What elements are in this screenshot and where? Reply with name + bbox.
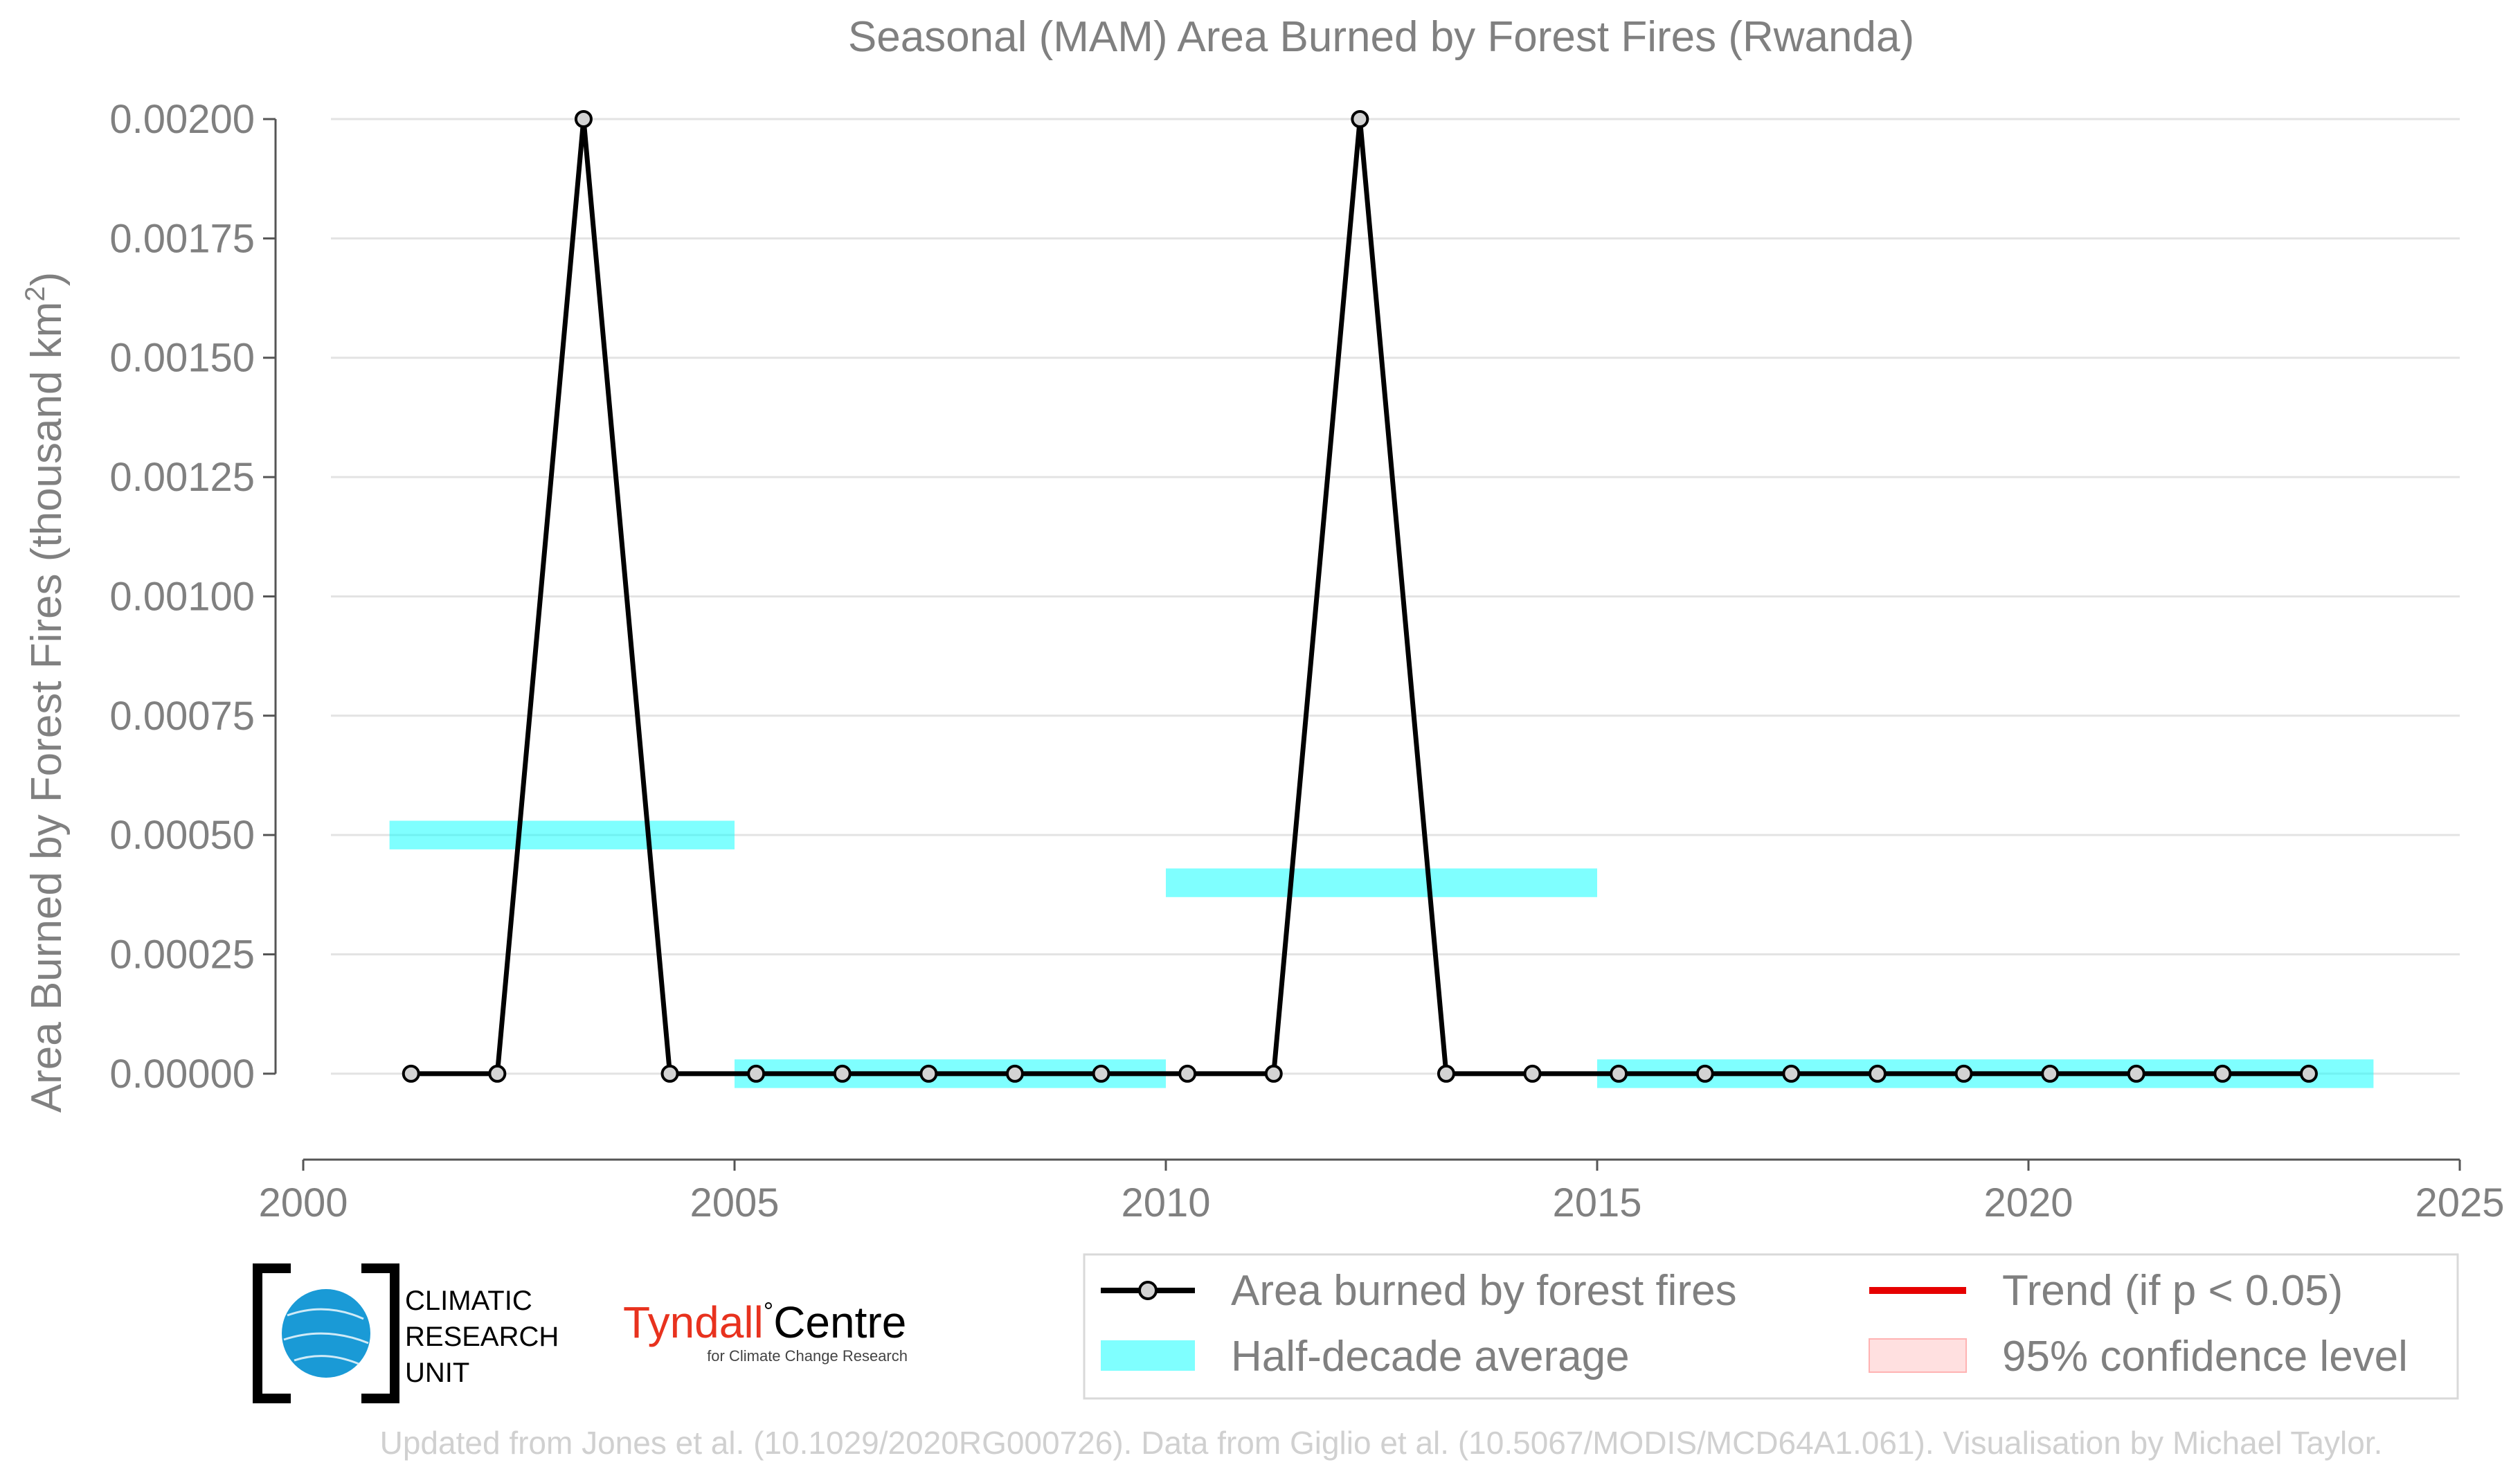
data-point [1954, 1064, 1973, 1083]
half-decade-band [1166, 868, 1597, 897]
tyndall-wordmark: Tyndall°Centre [623, 1297, 906, 1347]
cru-bracket-left [253, 1263, 291, 1403]
legend: Area burned by forest fires Trend (if p … [1083, 1253, 2459, 1400]
y-axis-label-text: Area Burned by Forest Fires (thousand km [23, 302, 71, 1113]
legend-key-marker [1138, 1281, 1158, 1300]
x-tick-label: 2005 [690, 1180, 779, 1225]
y-tick-label: 0.00025 [109, 933, 255, 978]
data-point [919, 1064, 938, 1083]
legend-key-half-decade [1101, 1340, 1195, 1371]
legend-key-confidence [1869, 1338, 1967, 1373]
y-tick-label: 0.00000 [109, 1052, 255, 1097]
data-point [1437, 1064, 1455, 1083]
data-point [1695, 1064, 1714, 1083]
data-point [1178, 1064, 1197, 1083]
legend-label-trend: Trend (if p < 0.05) [2002, 1267, 2343, 1315]
y-tick-label: 0.00175 [109, 216, 255, 261]
data-point [1610, 1064, 1628, 1083]
credit-line: Updated from Jones et al. (10.1029/2020R… [380, 1425, 2383, 1461]
cru-text-line3: UNIT [405, 1358, 469, 1388]
cru-text-line2: RESEARCH [405, 1322, 559, 1352]
y-tick-label: 0.00100 [109, 574, 255, 619]
legend-label-confidence: 95% confidence level [2002, 1333, 2408, 1380]
data-point [574, 110, 593, 128]
legend-label-half-decade: Half-decade average [1231, 1333, 1630, 1380]
data-point [2299, 1064, 2318, 1083]
data-point [488, 1064, 507, 1083]
cru-text-line1: CLIMATIC [405, 1286, 532, 1316]
cru-logo: CLIMATIC RESEARCH UNIT [253, 1263, 559, 1403]
y-axis-label: Area Burned by Forest Fires (thousand km… [20, 272, 71, 1113]
data-point [402, 1064, 420, 1083]
data-point [1351, 110, 1369, 128]
grid-lines [331, 118, 2460, 1075]
y-axis-label-end: ) [23, 272, 71, 287]
data-point [2041, 1064, 2060, 1083]
x-tick-label: 2015 [1552, 1180, 1641, 1225]
y-tick-label: 0.00075 [109, 694, 255, 739]
data-point [747, 1064, 766, 1083]
axes [263, 118, 2461, 1171]
x-tick-label: 2025 [2415, 1180, 2504, 1225]
tyndall-subtitle: for Climate Change Research [707, 1347, 908, 1365]
x-tick-label: 2000 [258, 1180, 348, 1225]
tick-labels: 0.00000 0.00025 0.00050 0.00075 0.00100 0.001… [109, 97, 2504, 1225]
y-tick-label: 0.00150 [109, 336, 255, 381]
data-point [2213, 1064, 2232, 1083]
half-decade-band [389, 820, 735, 849]
tyndall-logo: Tyndall°Centre for Climate Change Resear… [623, 1297, 908, 1365]
legend-label-area-burned: Area burned by forest fires [1231, 1267, 1737, 1315]
data-point [1782, 1064, 1801, 1083]
data-point [660, 1064, 679, 1083]
y-axis-label-superscript: 2 [20, 286, 51, 301]
data-point [1264, 1064, 1283, 1083]
data-point [833, 1064, 852, 1083]
x-tick-label: 2020 [1983, 1180, 2073, 1225]
tyndall-name-red: Tyndall [623, 1297, 764, 1347]
cru-globe-lines [283, 1308, 369, 1365]
x-tick-label: 2010 [1121, 1180, 1210, 1225]
y-tick-label: 0.00200 [109, 97, 255, 142]
tyndall-name-black: Centre [773, 1297, 906, 1347]
data-point [1092, 1064, 1110, 1083]
y-tick-label: 0.00125 [109, 455, 255, 500]
y-tick-label: 0.00050 [109, 813, 255, 858]
data-point [2127, 1064, 2145, 1083]
data-series [402, 110, 2318, 1083]
cru-bracket-right [361, 1263, 399, 1403]
chart-title: Seasonal (MAM) Area Burned by Forest Fir… [848, 13, 1914, 61]
data-point [1523, 1064, 1542, 1083]
tyndall-degree: ° [764, 1297, 773, 1325]
data-point [1005, 1064, 1024, 1083]
data-point [1868, 1064, 1887, 1083]
legend-box [1083, 1253, 2459, 1400]
